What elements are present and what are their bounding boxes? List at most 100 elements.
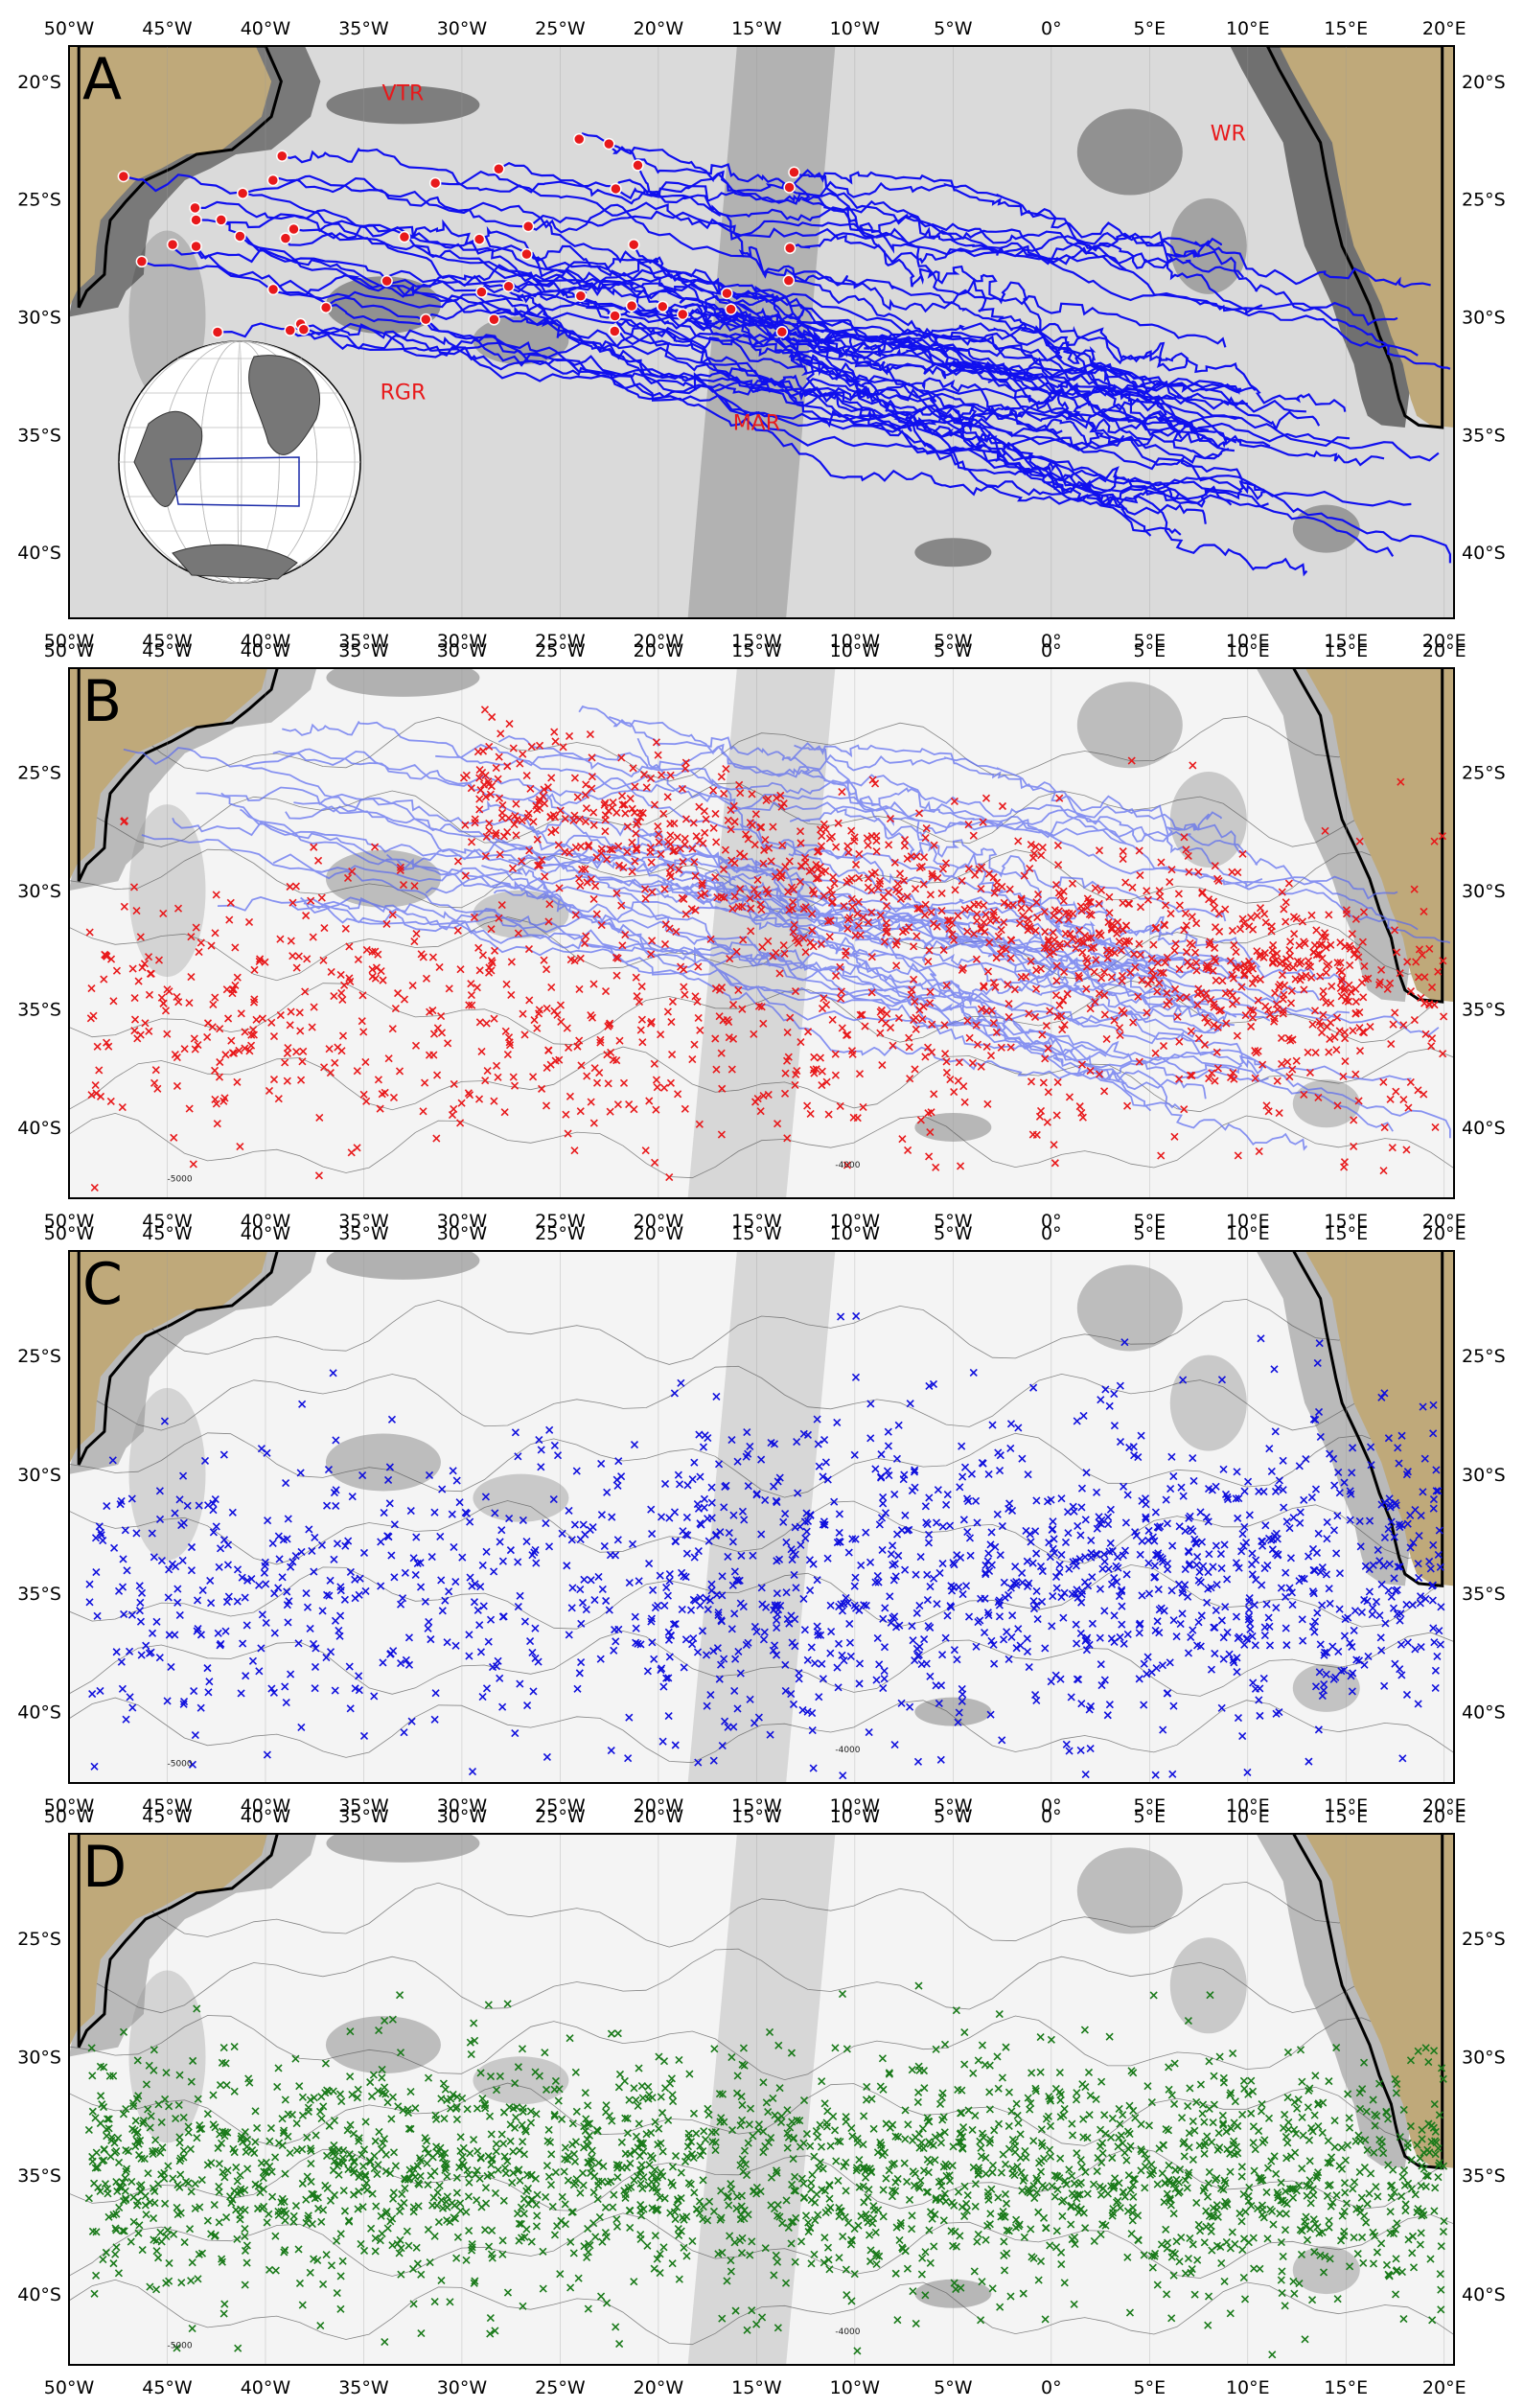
x-marker — [311, 1662, 320, 1672]
x-marker — [492, 1061, 501, 1070]
x-marker — [1399, 1095, 1408, 1104]
x-marker — [1111, 2174, 1120, 2183]
release-point — [632, 159, 644, 172]
x-marker — [1081, 1516, 1090, 1524]
x-marker — [447, 2095, 455, 2103]
x-marker — [997, 2168, 1006, 2177]
x-marker — [912, 1609, 921, 1617]
x-marker — [803, 1707, 812, 1716]
x-marker — [1249, 2122, 1258, 2131]
x-marker — [249, 1030, 258, 1039]
x-marker — [1420, 999, 1429, 1007]
x-marker — [1217, 1703, 1226, 1712]
x-marker — [1081, 2167, 1090, 2176]
x-marker — [1177, 2233, 1186, 2242]
x-marker — [789, 2134, 798, 2142]
trajectory-line — [285, 805, 1209, 1006]
x-marker — [1165, 2085, 1173, 2094]
x-marker — [597, 848, 606, 857]
x-marker — [807, 2179, 816, 2188]
x-marker — [1289, 963, 1298, 972]
x-marker — [446, 2217, 454, 2226]
x-marker — [1096, 2142, 1105, 2150]
x-marker — [717, 1049, 726, 1057]
x-marker — [954, 1718, 962, 1726]
x-marker — [450, 1542, 458, 1551]
x-marker — [438, 1607, 447, 1615]
x-marker — [665, 1653, 674, 1661]
x-marker — [674, 1090, 682, 1099]
x-marker — [1429, 1429, 1438, 1438]
x-marker — [910, 975, 918, 984]
x-marker — [617, 2138, 626, 2146]
x-marker — [1205, 1075, 1213, 1083]
x-marker — [948, 930, 957, 938]
x-marker — [1244, 1615, 1253, 1624]
x-marker — [1006, 1584, 1015, 1592]
x-marker — [203, 1501, 213, 1510]
x-marker — [543, 965, 551, 974]
x-marker — [164, 2162, 173, 2170]
x-marker — [1184, 2101, 1192, 2111]
x-marker — [466, 1573, 474, 1582]
x-marker — [1431, 2127, 1440, 2136]
x-marker — [681, 1635, 690, 1644]
x-marker — [1157, 1604, 1166, 1612]
x-marker — [1398, 2172, 1407, 2181]
x-marker — [971, 2111, 980, 2120]
x-marker — [636, 1026, 645, 1034]
x-marker — [780, 1089, 790, 1098]
x-marker — [1244, 2090, 1253, 2098]
x-marker — [1380, 1533, 1389, 1542]
x-marker — [1402, 1470, 1411, 1479]
map-panel-c: -5000-4000C50°W50°W45°W45°W40°W40°W35°W3… — [17, 1223, 1506, 1817]
x-marker — [1088, 1619, 1097, 1628]
x-marker — [1036, 964, 1045, 973]
x-marker — [1279, 1009, 1287, 1018]
x-marker — [348, 867, 357, 876]
x-marker — [1359, 993, 1368, 1002]
x-marker — [1211, 862, 1219, 870]
x-marker — [1011, 2142, 1020, 2150]
x-marker — [875, 1520, 884, 1529]
x-marker — [566, 956, 575, 964]
x-marker — [1333, 1512, 1342, 1520]
release-points — [117, 132, 800, 338]
x-marker — [387, 1551, 396, 1560]
x-marker — [1440, 1012, 1448, 1021]
x-marker — [954, 2085, 962, 2095]
x-marker — [1245, 1594, 1254, 1603]
x-marker — [1180, 926, 1189, 935]
x-marker — [998, 882, 1006, 891]
lon-tick-label: 25°W — [535, 640, 586, 661]
x-marker — [85, 1580, 94, 1588]
x-marker — [292, 2119, 301, 2128]
x-marker — [457, 1099, 466, 1107]
lon-tick-label: 10°W — [830, 640, 881, 661]
x-marker — [808, 1708, 817, 1718]
x-marker — [851, 860, 861, 869]
x-marker — [1188, 2265, 1196, 2274]
x-marker — [310, 843, 318, 851]
x-marker — [1184, 851, 1192, 861]
x-marker — [769, 822, 777, 831]
x-marker — [116, 1500, 125, 1509]
x-marker — [1057, 1494, 1066, 1503]
x-marker — [725, 1033, 733, 1042]
x-marker — [818, 2077, 826, 2086]
x-marker — [1377, 2239, 1386, 2248]
x-marker — [739, 936, 748, 944]
x-marker — [1210, 1000, 1218, 1008]
x-marker — [784, 888, 793, 896]
x-marker — [485, 826, 494, 835]
x-marker — [1242, 1539, 1251, 1547]
x-marker — [1316, 972, 1325, 981]
x-marker — [1263, 2164, 1273, 2172]
x-marker — [743, 2326, 751, 2334]
x-marker — [820, 1436, 829, 1445]
x-marker — [994, 2193, 1003, 2202]
x-marker — [717, 773, 726, 781]
x-marker — [550, 728, 559, 736]
x-marker — [1030, 1012, 1040, 1021]
x-marker — [196, 1703, 205, 1712]
